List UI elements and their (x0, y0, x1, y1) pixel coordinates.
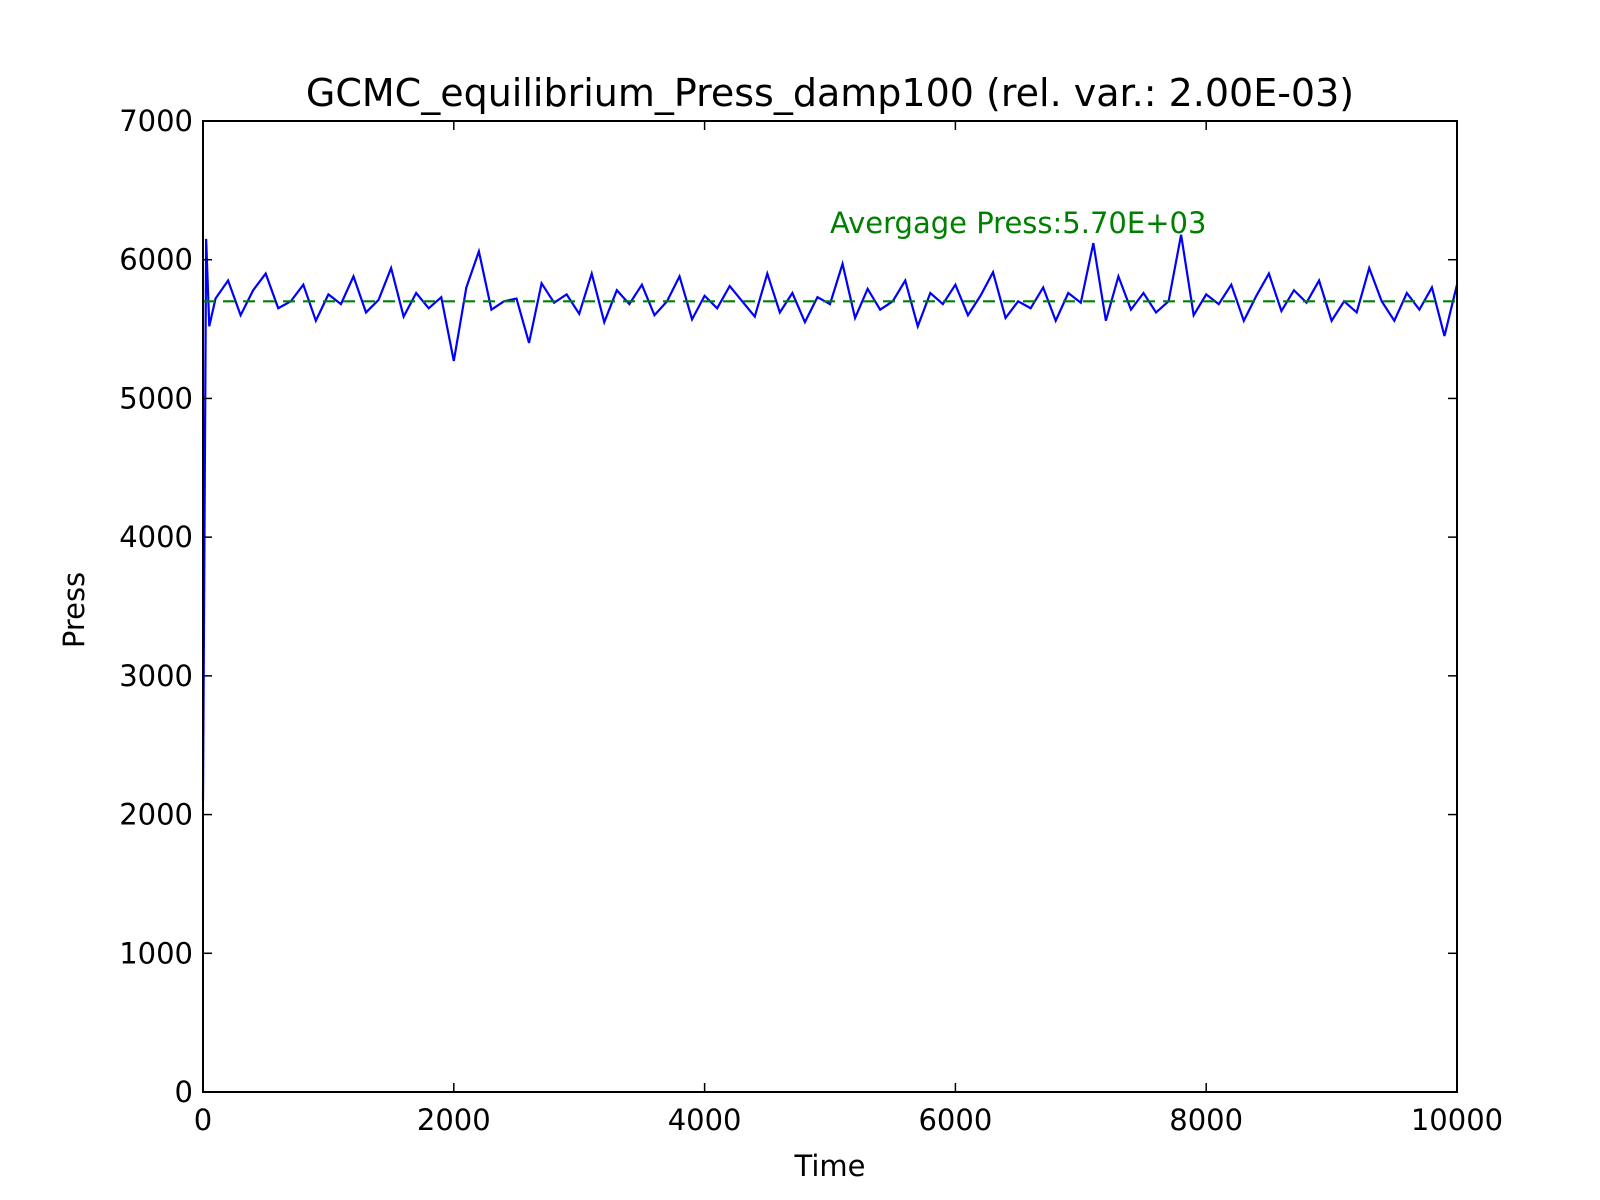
data-line (201, 234, 1459, 801)
y-tick-label: 0 (175, 1075, 193, 1109)
x-tick-label: 10000 (1411, 1103, 1503, 1137)
y-tick-label: 7000 (119, 104, 193, 138)
y-tick-label: 6000 (119, 243, 193, 277)
y-tick-label: 3000 (119, 659, 193, 693)
x-tick-label: 2000 (417, 1103, 491, 1137)
x-tick-label: 8000 (1169, 1103, 1243, 1137)
plot-frame (202, 120, 1458, 1093)
x-tick-label: 6000 (918, 1103, 992, 1137)
x-tick-label: 4000 (668, 1103, 742, 1137)
y-tick-label: 1000 (119, 936, 193, 970)
y-tick-label: 4000 (119, 520, 193, 554)
x-axis-label: Time (794, 1149, 866, 1183)
annotation: Avergage Press:5.70E+03 (830, 206, 1206, 240)
x-tick-label: 0 (194, 1103, 212, 1137)
y-tick-label: 5000 (119, 381, 193, 415)
y-axis-label: Press (57, 572, 91, 648)
y-tick-label: 2000 (119, 798, 193, 832)
chart-title: GCMC_equilibrium_Press_damp100 (rel. var… (306, 71, 1354, 115)
